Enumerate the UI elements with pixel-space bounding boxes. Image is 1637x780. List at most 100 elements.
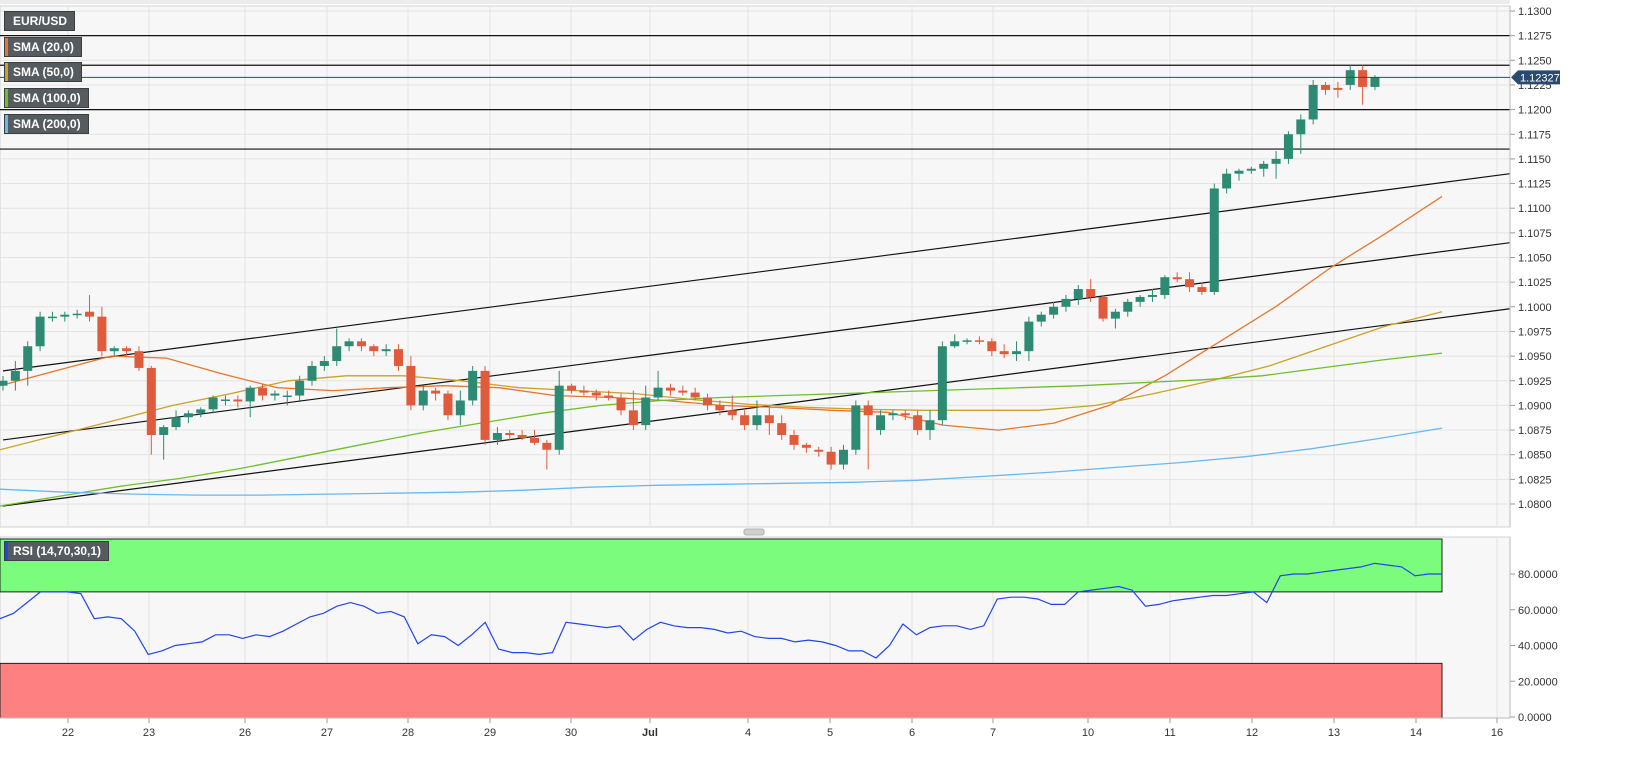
candle[interactable] <box>962 338 972 345</box>
candle[interactable] <box>888 410 898 421</box>
candle[interactable] <box>270 390 280 401</box>
panel-resize-handle[interactable] <box>743 528 765 536</box>
candle[interactable] <box>0 375 8 391</box>
candle[interactable] <box>752 400 762 431</box>
candle[interactable] <box>1308 80 1318 125</box>
candle[interactable] <box>616 393 626 416</box>
candle[interactable] <box>47 311 57 322</box>
candle[interactable] <box>628 390 638 431</box>
candle[interactable] <box>1321 81 1331 95</box>
candle[interactable] <box>764 405 774 435</box>
candle[interactable] <box>1073 285 1083 305</box>
candle[interactable] <box>72 309 82 319</box>
candle[interactable] <box>23 341 33 386</box>
legend-sma-50[interactable]: SMA (50,0) <box>4 62 82 82</box>
candle[interactable] <box>826 446 836 470</box>
candle[interactable] <box>307 361 317 386</box>
candle[interactable] <box>567 383 577 394</box>
candle[interactable] <box>1012 341 1022 362</box>
candle[interactable] <box>1172 272 1182 283</box>
candle[interactable] <box>208 395 218 414</box>
candle[interactable] <box>1024 316 1034 362</box>
candle[interactable] <box>789 430 799 450</box>
candle[interactable] <box>974 336 984 345</box>
price-axis[interactable]: 1.0800 1.0825 1.0850 1.0875 1.0900 1.0925 1.09… <box>1509 6 1552 527</box>
trend-line[interactable] <box>2 242 1511 441</box>
candle[interactable] <box>1098 294 1108 322</box>
legend-sma-20[interactable]: SMA (20,0) <box>4 37 82 57</box>
time-axis[interactable]: 22 23 26 27 28 29 30 Jul 4 5 6 7 10 11 12 13 14 16 <box>0 717 1510 739</box>
panel-divider[interactable] <box>743 528 765 536</box>
candle[interactable] <box>579 385 589 396</box>
candle[interactable] <box>740 410 750 431</box>
candle[interactable] <box>1147 289 1157 302</box>
candle[interactable] <box>369 344 379 357</box>
candle[interactable] <box>319 356 329 371</box>
candles[interactable] <box>0 65 1380 470</box>
candle[interactable] <box>703 393 713 411</box>
candle[interactable] <box>455 390 465 426</box>
candle[interactable] <box>85 294 95 322</box>
candle[interactable] <box>1110 308 1120 329</box>
candle[interactable] <box>443 390 453 421</box>
candle[interactable] <box>344 338 354 352</box>
candle[interactable] <box>838 444 848 470</box>
candle[interactable] <box>1222 168 1232 194</box>
candle[interactable] <box>641 385 651 431</box>
candle[interactable] <box>1246 166 1256 174</box>
candle[interactable] <box>245 385 255 418</box>
candle[interactable] <box>665 383 675 396</box>
candle[interactable] <box>258 383 268 401</box>
candle[interactable] <box>183 410 193 424</box>
candle[interactable] <box>900 410 910 421</box>
candle[interactable] <box>505 430 515 440</box>
candle[interactable] <box>653 370 663 401</box>
candle[interactable] <box>146 365 156 455</box>
candle[interactable] <box>134 346 144 371</box>
candle[interactable] <box>122 346 132 357</box>
legend-sma-200[interactable]: SMA (200,0) <box>4 114 89 134</box>
candle[interactable] <box>950 334 960 349</box>
candle[interactable] <box>480 365 490 445</box>
candle[interactable] <box>542 439 552 470</box>
price-plot-area[interactable] <box>0 5 1511 528</box>
candle[interactable] <box>1296 114 1306 154</box>
rsi-panel[interactable]: 0.0000 20.0000 40.0000 60.0000 80.0000 <box>0 537 1558 724</box>
candle[interactable] <box>109 346 119 357</box>
candle[interactable] <box>356 338 366 352</box>
candle[interactable] <box>1185 272 1195 293</box>
candle[interactable] <box>1333 81 1343 98</box>
candle[interactable] <box>431 387 441 401</box>
candle[interactable] <box>233 395 243 408</box>
symbol-label[interactable]: EUR/USD <box>4 11 76 31</box>
legend-sma-100[interactable]: SMA (100,0) <box>4 88 89 108</box>
trend-line[interactable] <box>2 173 1511 372</box>
candle[interactable] <box>715 400 725 416</box>
candle[interactable] <box>196 407 206 418</box>
candle[interactable] <box>554 370 564 455</box>
candle[interactable] <box>492 427 502 445</box>
candle[interactable] <box>381 344 391 357</box>
candle[interactable] <box>1283 131 1293 164</box>
candle[interactable] <box>777 415 787 440</box>
candle[interactable] <box>1160 275 1170 299</box>
candle[interactable] <box>1209 183 1219 295</box>
candle[interactable] <box>801 442 811 453</box>
candle[interactable] <box>876 410 886 435</box>
candle[interactable] <box>1135 294 1145 307</box>
candle[interactable] <box>814 446 824 457</box>
candle[interactable] <box>1358 65 1368 105</box>
candle[interactable] <box>1123 298 1133 317</box>
candle[interactable] <box>678 385 688 396</box>
candle[interactable] <box>35 311 45 352</box>
candle[interactable] <box>1061 294 1071 312</box>
candle[interactable] <box>529 430 539 445</box>
candle[interactable] <box>1086 279 1096 302</box>
candle[interactable] <box>690 387 700 401</box>
candle[interactable] <box>1234 168 1244 181</box>
candle[interactable] <box>171 410 181 431</box>
candle[interactable] <box>851 400 861 455</box>
candle[interactable] <box>591 389 601 401</box>
candle[interactable] <box>220 395 230 406</box>
